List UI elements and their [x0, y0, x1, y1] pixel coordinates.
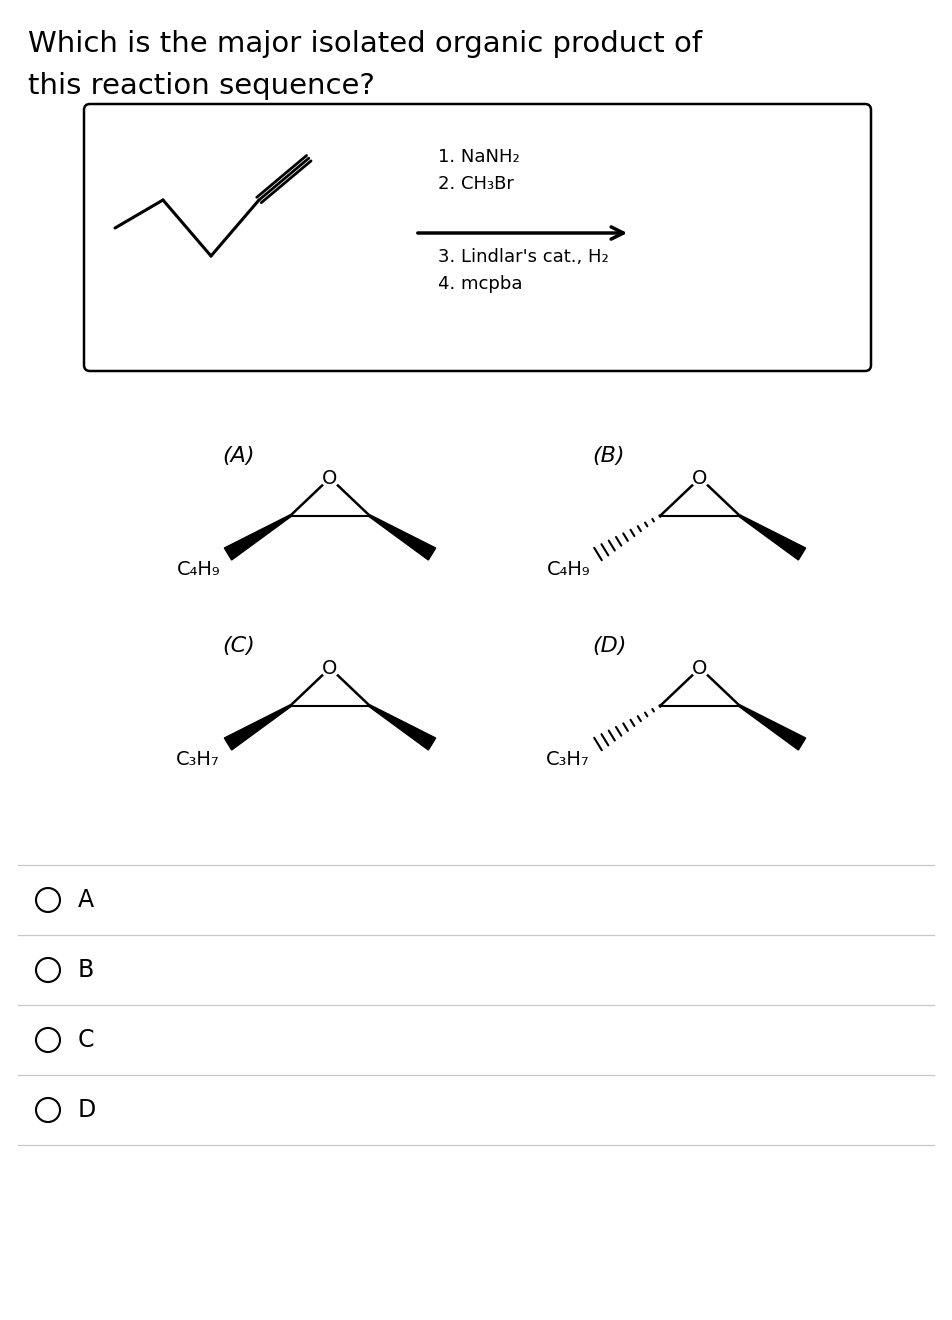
Polygon shape: [369, 515, 436, 560]
Text: C: C: [78, 1028, 94, 1052]
Text: O: O: [323, 469, 338, 487]
Circle shape: [36, 958, 60, 982]
Circle shape: [36, 1028, 60, 1052]
Circle shape: [36, 888, 60, 912]
Text: this reaction sequence?: this reaction sequence?: [28, 73, 375, 100]
Text: C₃H₇: C₃H₇: [176, 750, 220, 770]
Polygon shape: [740, 705, 805, 750]
Polygon shape: [225, 705, 290, 750]
Circle shape: [691, 469, 709, 487]
Polygon shape: [740, 515, 805, 560]
Text: C₄H₉: C₄H₉: [176, 560, 220, 579]
Circle shape: [36, 1098, 60, 1122]
Text: (C): (C): [222, 636, 255, 656]
Polygon shape: [369, 705, 436, 750]
Text: (D): (D): [592, 636, 626, 656]
Text: (A): (A): [222, 446, 254, 466]
Polygon shape: [225, 515, 290, 560]
Text: C₄H₉: C₄H₉: [546, 560, 590, 579]
Text: (B): (B): [592, 446, 625, 466]
Text: A: A: [78, 888, 94, 912]
Text: O: O: [323, 659, 338, 677]
Text: 4. mcpba: 4. mcpba: [438, 275, 523, 293]
Text: O: O: [692, 469, 707, 487]
Circle shape: [321, 659, 339, 677]
Text: O: O: [692, 659, 707, 677]
Circle shape: [691, 659, 709, 677]
Text: C₃H₇: C₃H₇: [546, 750, 590, 770]
Text: 1. NaNH₂: 1. NaNH₂: [438, 148, 520, 166]
Text: Which is the major isolated organic product of: Which is the major isolated organic prod…: [28, 30, 703, 58]
Circle shape: [321, 469, 339, 487]
FancyBboxPatch shape: [84, 104, 871, 371]
Text: B: B: [78, 958, 94, 982]
Text: 3. Lindlar's cat., H₂: 3. Lindlar's cat., H₂: [438, 248, 608, 267]
Text: 2. CH₃Br: 2. CH₃Br: [438, 176, 514, 193]
Text: D: D: [78, 1098, 96, 1122]
